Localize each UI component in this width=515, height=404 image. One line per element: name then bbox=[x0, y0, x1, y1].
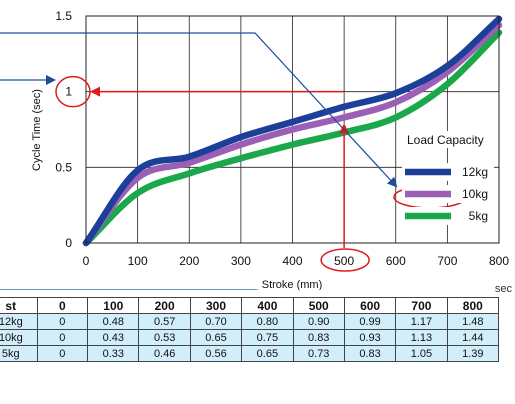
table-cell: 0.46 bbox=[138, 345, 191, 362]
table-cell: 1.39 bbox=[446, 345, 500, 362]
legend-label-12kg: 12kg bbox=[462, 165, 488, 179]
table-row: 10kg 0 0.43 0.53 0.65 0.75 0.83 0.93 1.13 1.44 bbox=[0, 329, 500, 346]
x-tick-label: 500 bbox=[334, 254, 354, 268]
series-lines bbox=[82, 15, 503, 247]
table-cell: 0.99 bbox=[343, 313, 397, 330]
table-cell: 0.53 bbox=[138, 329, 191, 346]
x-tick-label: 300 bbox=[231, 254, 251, 268]
x-tick-label: 400 bbox=[282, 254, 302, 268]
table-header-cell: 200 bbox=[138, 297, 191, 314]
table-cell: 0.83 bbox=[343, 345, 397, 362]
table-cell: 0.83 bbox=[292, 329, 345, 346]
table-header-cell: 400 bbox=[241, 297, 294, 314]
table-cell: 0 bbox=[36, 313, 89, 330]
x-tick-label: 100 bbox=[128, 254, 148, 268]
table-cell: 0.65 bbox=[189, 329, 243, 346]
table-header-cell: st bbox=[0, 297, 38, 314]
series-line-10kg bbox=[82, 21, 503, 247]
table-row: 5kg 0 0.33 0.46 0.56 0.65 0.73 0.83 1.05 1.39 bbox=[0, 345, 500, 362]
table-header-cell: 700 bbox=[395, 297, 448, 314]
table-header-cell: 100 bbox=[87, 297, 140, 314]
table-header-cell: 800 bbox=[446, 297, 500, 314]
table-cell: 0.70 bbox=[189, 313, 243, 330]
y-axis-label: Cycle Time (sec) bbox=[31, 89, 43, 171]
table-cell: 1.48 bbox=[446, 313, 500, 330]
table-cell: 1.13 bbox=[395, 329, 448, 346]
table-cell: 1.44 bbox=[446, 329, 500, 346]
table-row-label: 10kg bbox=[0, 329, 38, 346]
x-axis-label: Stroke (mm) bbox=[262, 279, 323, 290]
legend-title: Load Capacity bbox=[407, 133, 484, 147]
table-cell: 0.56 bbox=[189, 345, 243, 362]
blue-pointer-arrow-to-legend bbox=[0, 32, 398, 188]
table-cell: 0.43 bbox=[87, 329, 140, 346]
series-line-12kg bbox=[82, 15, 503, 247]
table-cell: 0.80 bbox=[241, 313, 294, 330]
cycle-time-chart: 0 100 200 300 400 500 600 700 800 0 0.5 1 1.5 Load C… bbox=[0, 9, 509, 290]
legend-label-5kg: 5kg bbox=[469, 209, 488, 223]
cycle-time-table: st 0 100 200 300 400 500 600 700 800 12kg 0 0.48 0.5… bbox=[0, 297, 500, 362]
table-row: 12kg 0 0.48 0.57 0.70 0.80 0.90 0.99 1.17 1.48 bbox=[0, 313, 500, 330]
table-cell: 0.90 bbox=[292, 313, 345, 330]
x-tick-label: 600 bbox=[386, 254, 406, 268]
y-tick-label: 0.5 bbox=[55, 160, 72, 174]
table-cell: 0.57 bbox=[138, 313, 191, 330]
table-header-row: st 0 100 200 300 400 500 600 700 800 bbox=[0, 297, 500, 314]
table-cell: 0 bbox=[36, 345, 89, 362]
table-cell: 0.93 bbox=[343, 329, 397, 346]
legend-label-10kg: 10kg bbox=[462, 187, 488, 201]
series-line-5kg bbox=[82, 29, 503, 247]
table-cell: 0.65 bbox=[241, 345, 294, 362]
table-header-cell: 600 bbox=[343, 297, 397, 314]
table-cell: 1.17 bbox=[395, 313, 448, 330]
table-cell: 1.05 bbox=[395, 345, 448, 362]
table-cell: 0 bbox=[36, 329, 89, 346]
table-header-cell: 300 bbox=[189, 297, 243, 314]
table-body: 12kg 0 0.48 0.57 0.70 0.80 0.90 0.99 1.17 1.48 10k… bbox=[0, 313, 500, 362]
table-header-cell: 500 bbox=[292, 297, 345, 314]
x-tick-label: 200 bbox=[179, 254, 199, 268]
y-tick-label: 1.5 bbox=[55, 9, 72, 23]
table-row-label: 12kg bbox=[0, 313, 38, 330]
plot-frame bbox=[85, 15, 500, 244]
x-tick-label: 700 bbox=[437, 254, 457, 268]
table-row-label: 5kg bbox=[0, 345, 38, 362]
legend-title-bg bbox=[404, 131, 494, 148]
y-tick-label: 0 bbox=[65, 236, 72, 250]
legend: Load Capacity 12kg 10kg 5kg bbox=[402, 131, 494, 225]
x-tick-label: 800 bbox=[489, 254, 509, 268]
x-tick-label: 0 bbox=[83, 254, 90, 268]
table-cell: 0.75 bbox=[241, 329, 294, 346]
highlight-circle-stroke bbox=[320, 248, 370, 272]
table-cell: 0.33 bbox=[87, 345, 140, 362]
table-cell: 0.48 bbox=[87, 313, 140, 330]
table-cell: 0.73 bbox=[292, 345, 345, 362]
table-unit: sec bbox=[494, 283, 512, 295]
highlight-circle-cycle-time bbox=[55, 75, 91, 108]
table-header-cell: 0 bbox=[36, 297, 89, 314]
tick-labels: 0 100 200 300 400 500 600 700 800 0 0.5 1 1.5 bbox=[55, 9, 509, 268]
y-tick-label: 1 bbox=[65, 85, 72, 99]
